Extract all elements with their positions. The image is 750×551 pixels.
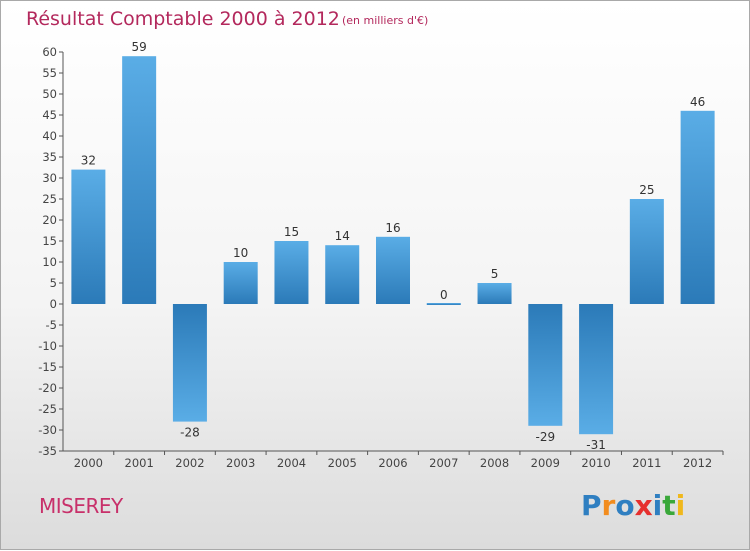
data-label-2008: 5 bbox=[491, 267, 499, 281]
bar-2003 bbox=[223, 262, 258, 304]
logo-letter: x bbox=[634, 489, 653, 522]
bar-2010 bbox=[579, 304, 614, 435]
y-tick-label: 5 bbox=[50, 276, 57, 290]
x-tick-label: 2001 bbox=[125, 456, 154, 470]
data-label-2000: 32 bbox=[81, 154, 96, 168]
y-tick-label: 0 bbox=[50, 297, 57, 311]
data-label-2002: -28 bbox=[180, 426, 200, 440]
y-tick-label: 40 bbox=[42, 129, 57, 143]
x-tick-label: 2006 bbox=[378, 456, 407, 470]
x-tick-label: 2002 bbox=[175, 456, 204, 470]
bar-2001 bbox=[122, 56, 157, 305]
bar-2000 bbox=[71, 169, 106, 304]
y-tick-label: -5 bbox=[46, 318, 57, 332]
y-tick-label: 25 bbox=[42, 192, 57, 206]
y-tick-label: 30 bbox=[42, 171, 57, 185]
x-tick-label: 2009 bbox=[531, 456, 560, 470]
commune-name: MISEREY bbox=[39, 494, 123, 518]
y-tick-label: 15 bbox=[42, 234, 57, 248]
data-label-2005: 14 bbox=[335, 229, 350, 243]
logo-letter: P bbox=[581, 489, 602, 522]
y-tick-label: 10 bbox=[42, 255, 57, 269]
y-tick-label: -30 bbox=[38, 423, 57, 437]
y-tick-label: 60 bbox=[42, 45, 57, 59]
data-label-2004: 15 bbox=[284, 225, 299, 239]
data-label-2007: 0 bbox=[440, 288, 448, 302]
y-tick-label: 55 bbox=[42, 66, 57, 80]
logo-letter: o bbox=[615, 489, 635, 522]
y-tick-label: 45 bbox=[42, 108, 57, 122]
y-tick-label: -20 bbox=[38, 381, 57, 395]
logo-letter: t bbox=[662, 489, 676, 522]
axes: 605550454035302520151050-5-10-15-20-25-3… bbox=[38, 45, 724, 470]
bar-2009 bbox=[528, 304, 563, 426]
x-tick-label: 2005 bbox=[328, 456, 357, 470]
y-tick-label: -25 bbox=[38, 402, 57, 416]
data-label-2010: -31 bbox=[586, 438, 606, 452]
y-tick-label: 20 bbox=[42, 213, 57, 227]
data-label-2009: -29 bbox=[536, 430, 556, 444]
y-tick-label: -35 bbox=[38, 444, 57, 458]
x-tick-label: 2007 bbox=[429, 456, 458, 470]
data-label-2011: 25 bbox=[639, 183, 654, 197]
x-tick-label: 2012 bbox=[683, 456, 712, 470]
x-tick-label: 2011 bbox=[632, 456, 661, 470]
bar-2006 bbox=[376, 236, 410, 304]
bar-2012 bbox=[680, 110, 715, 304]
x-tick-label: 2004 bbox=[277, 456, 306, 470]
bar-2011 bbox=[629, 199, 664, 304]
proxiti-logo[interactable]: Proxiti bbox=[581, 489, 685, 522]
chart-title: Résultat Comptable 2000 à 2012 bbox=[26, 8, 340, 30]
chart-subtitle: (en milliers d'€) bbox=[342, 14, 429, 27]
data-label-2006: 16 bbox=[385, 221, 400, 235]
y-tick-label: -15 bbox=[38, 360, 57, 374]
x-tick-label: 2010 bbox=[581, 456, 610, 470]
data-labels: 32 59 -28 10 15 14 16 0 5 -29 -31 25 46 bbox=[81, 40, 706, 452]
data-label-2001: 59 bbox=[132, 40, 147, 54]
logo-letter: i bbox=[652, 489, 663, 522]
x-tick-label: 2003 bbox=[226, 456, 255, 470]
y-tick-label: -10 bbox=[38, 339, 57, 353]
bars bbox=[71, 56, 715, 435]
x-tick-label: 2000 bbox=[74, 456, 103, 470]
data-label-2012: 46 bbox=[690, 95, 705, 109]
bar-2008 bbox=[477, 283, 512, 304]
y-tick-label: 35 bbox=[42, 150, 57, 164]
bar-2007 bbox=[426, 303, 461, 305]
data-label-2003: 10 bbox=[233, 246, 248, 260]
bar-2004 bbox=[274, 241, 309, 304]
logo-letter: i bbox=[675, 489, 686, 522]
bar-2005 bbox=[325, 245, 360, 304]
y-tick-label: 50 bbox=[42, 87, 57, 101]
bar-2002 bbox=[172, 304, 207, 422]
logo-letter: r bbox=[601, 489, 616, 522]
x-tick-label: 2008 bbox=[480, 456, 509, 470]
